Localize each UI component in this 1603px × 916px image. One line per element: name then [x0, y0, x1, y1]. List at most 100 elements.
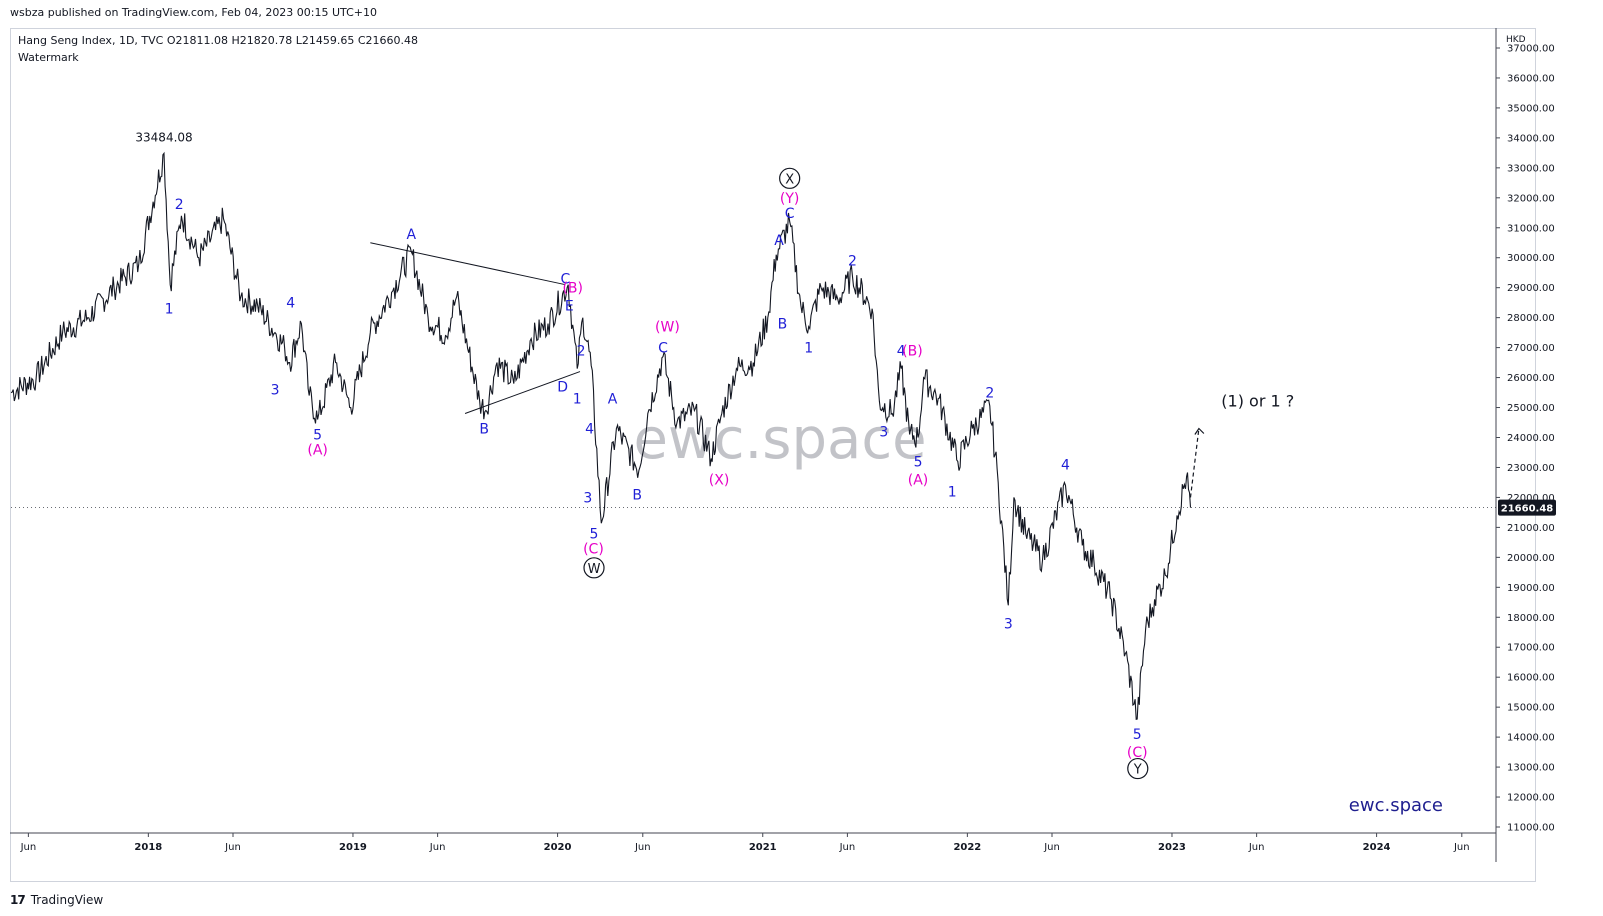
price-tick-label: 37000.00	[1507, 44, 1555, 55]
wave-label[interactable]: 3	[1004, 616, 1013, 632]
time-tick-label: Jun	[224, 842, 241, 853]
wave-label[interactable]: (W)	[655, 320, 680, 336]
wave-label[interactable]: 3	[271, 383, 280, 399]
wave-label[interactable]: 2	[848, 254, 857, 270]
wave-label[interactable]: B	[778, 317, 788, 333]
wave-label[interactable]: (C)	[1127, 745, 1148, 761]
wave-label[interactable]: A	[608, 392, 618, 408]
wave-label[interactable]: (C)	[583, 541, 604, 557]
wave-label-circled[interactable]: Y	[1133, 763, 1142, 778]
price-tick-label: 27000.00	[1507, 343, 1555, 354]
time-tick-label: Jun	[1453, 842, 1470, 853]
wave-label[interactable]: 2	[577, 344, 586, 360]
wave-label[interactable]: 3	[583, 490, 592, 506]
chart-frame	[10, 28, 1536, 882]
tradingview-name: TradingView	[30, 893, 104, 907]
time-tick-label: Jun	[634, 842, 651, 853]
wave-label[interactable]: 4	[286, 296, 295, 312]
wave-label[interactable]: 1	[573, 392, 582, 408]
price-tick-label: 15000.00	[1507, 703, 1555, 714]
wave-label[interactable]: C	[785, 206, 795, 222]
time-tick-label: Jun	[20, 842, 37, 853]
price-tick-label: 12000.00	[1507, 793, 1555, 804]
watermark-text: ewc.space	[633, 407, 926, 472]
wave-label[interactable]: A	[774, 233, 784, 249]
price-tick-label: 11000.00	[1507, 823, 1555, 834]
price-tick-label: 17000.00	[1507, 643, 1555, 654]
watermark-legend: Watermark	[18, 51, 79, 64]
wave-label[interactable]: (Y)	[780, 191, 799, 207]
time-tick-label: 2021	[749, 842, 777, 853]
wave-label[interactable]: 5	[590, 526, 599, 542]
peak-price-label: 33484.08	[135, 130, 192, 144]
price-tick-label: 34000.00	[1507, 133, 1555, 144]
wave-label[interactable]: 5	[313, 428, 322, 444]
wave-label[interactable]: D	[557, 380, 568, 396]
price-tick-label: 24000.00	[1507, 433, 1555, 444]
last-price-badge[interactable]	[1498, 499, 1556, 516]
wave-label[interactable]: (X)	[709, 472, 730, 488]
trendline[interactable]	[464, 371, 581, 415]
wave-label[interactable]: 1	[948, 484, 957, 500]
price-tick-label: 31000.00	[1507, 223, 1555, 234]
wave-label[interactable]: (1) or 1 ?	[1221, 392, 1294, 411]
wave-label[interactable]: 5	[1133, 727, 1142, 743]
time-tick-label: 2020	[544, 842, 572, 853]
last-price-value: 21660.48	[1501, 504, 1554, 515]
wave-circle-marker[interactable]	[779, 167, 801, 189]
wave-label[interactable]: 1	[165, 302, 174, 318]
price-tick-label: 19000.00	[1507, 583, 1555, 594]
projection-arrow-line[interactable]	[1189, 428, 1200, 498]
wave-label[interactable]: 4	[897, 344, 906, 360]
tradingview-logo-icon: 17	[10, 893, 26, 907]
price-series-line	[10, 151, 1192, 720]
wave-label[interactable]: (A)	[307, 442, 328, 458]
trendline[interactable]	[370, 242, 566, 286]
wave-label[interactable]: C	[658, 341, 668, 357]
price-tick-label: 18000.00	[1507, 613, 1555, 624]
wave-label[interactable]: (B)	[902, 344, 923, 360]
symbol-legend[interactable]: Hang Seng Index, 1D, TVC O21811.08 H2182…	[18, 34, 418, 47]
wave-label[interactable]: B	[479, 422, 489, 438]
price-tick-label: 32000.00	[1507, 193, 1555, 204]
time-tick-label: Jun	[1248, 842, 1265, 853]
price-tick-label: 26000.00	[1507, 373, 1555, 384]
wave-label[interactable]: C	[561, 272, 571, 288]
price-tick-label: 23000.00	[1507, 463, 1555, 474]
currency-label: HKD	[1506, 35, 1526, 45]
tradingview-footer[interactable]: 17 TradingView	[10, 893, 103, 907]
wave-label[interactable]: 4	[1061, 457, 1070, 473]
price-tick-label: 35000.00	[1507, 103, 1555, 114]
price-tick-label: 25000.00	[1507, 403, 1555, 414]
price-tick-label: 20000.00	[1507, 553, 1555, 564]
price-tick-label: 29000.00	[1507, 283, 1555, 294]
wave-label[interactable]: 5	[914, 454, 923, 470]
wave-label[interactable]: E	[565, 299, 574, 315]
price-tick-label: 13000.00	[1507, 763, 1555, 774]
wave-circle-marker[interactable]	[1127, 757, 1149, 780]
price-tick-label: 14000.00	[1507, 733, 1555, 744]
wave-circle-marker[interactable]	[583, 557, 605, 579]
wave-label[interactable]: B	[632, 487, 642, 503]
price-tick-label: 28000.00	[1507, 313, 1555, 324]
projection-arrow-head-icon	[1194, 427, 1205, 435]
price-tick-label: 16000.00	[1507, 673, 1555, 684]
wave-label[interactable]: 2	[175, 197, 184, 213]
wave-label[interactable]: 4	[585, 422, 594, 438]
time-tick-label: 2023	[1158, 842, 1186, 853]
wave-label[interactable]: (A)	[908, 472, 929, 488]
time-tick-label: 2018	[134, 842, 162, 853]
price-tick-label: 36000.00	[1507, 73, 1555, 84]
wave-label[interactable]: 1	[804, 341, 813, 357]
published-header: wsbza published on TradingView.com, Feb …	[10, 6, 378, 19]
wave-label[interactable]: (B)	[562, 281, 583, 297]
wave-label[interactable]: 2	[985, 386, 994, 402]
time-tick-label: Jun	[839, 842, 856, 853]
wave-label-circled[interactable]: W	[588, 562, 601, 577]
wave-label[interactable]: 3	[879, 425, 888, 441]
time-tick-label: 2024	[1363, 842, 1391, 853]
wave-label[interactable]: A	[406, 227, 416, 243]
price-tick-label: 33000.00	[1507, 163, 1555, 174]
wave-label-circled[interactable]: X	[785, 172, 794, 187]
